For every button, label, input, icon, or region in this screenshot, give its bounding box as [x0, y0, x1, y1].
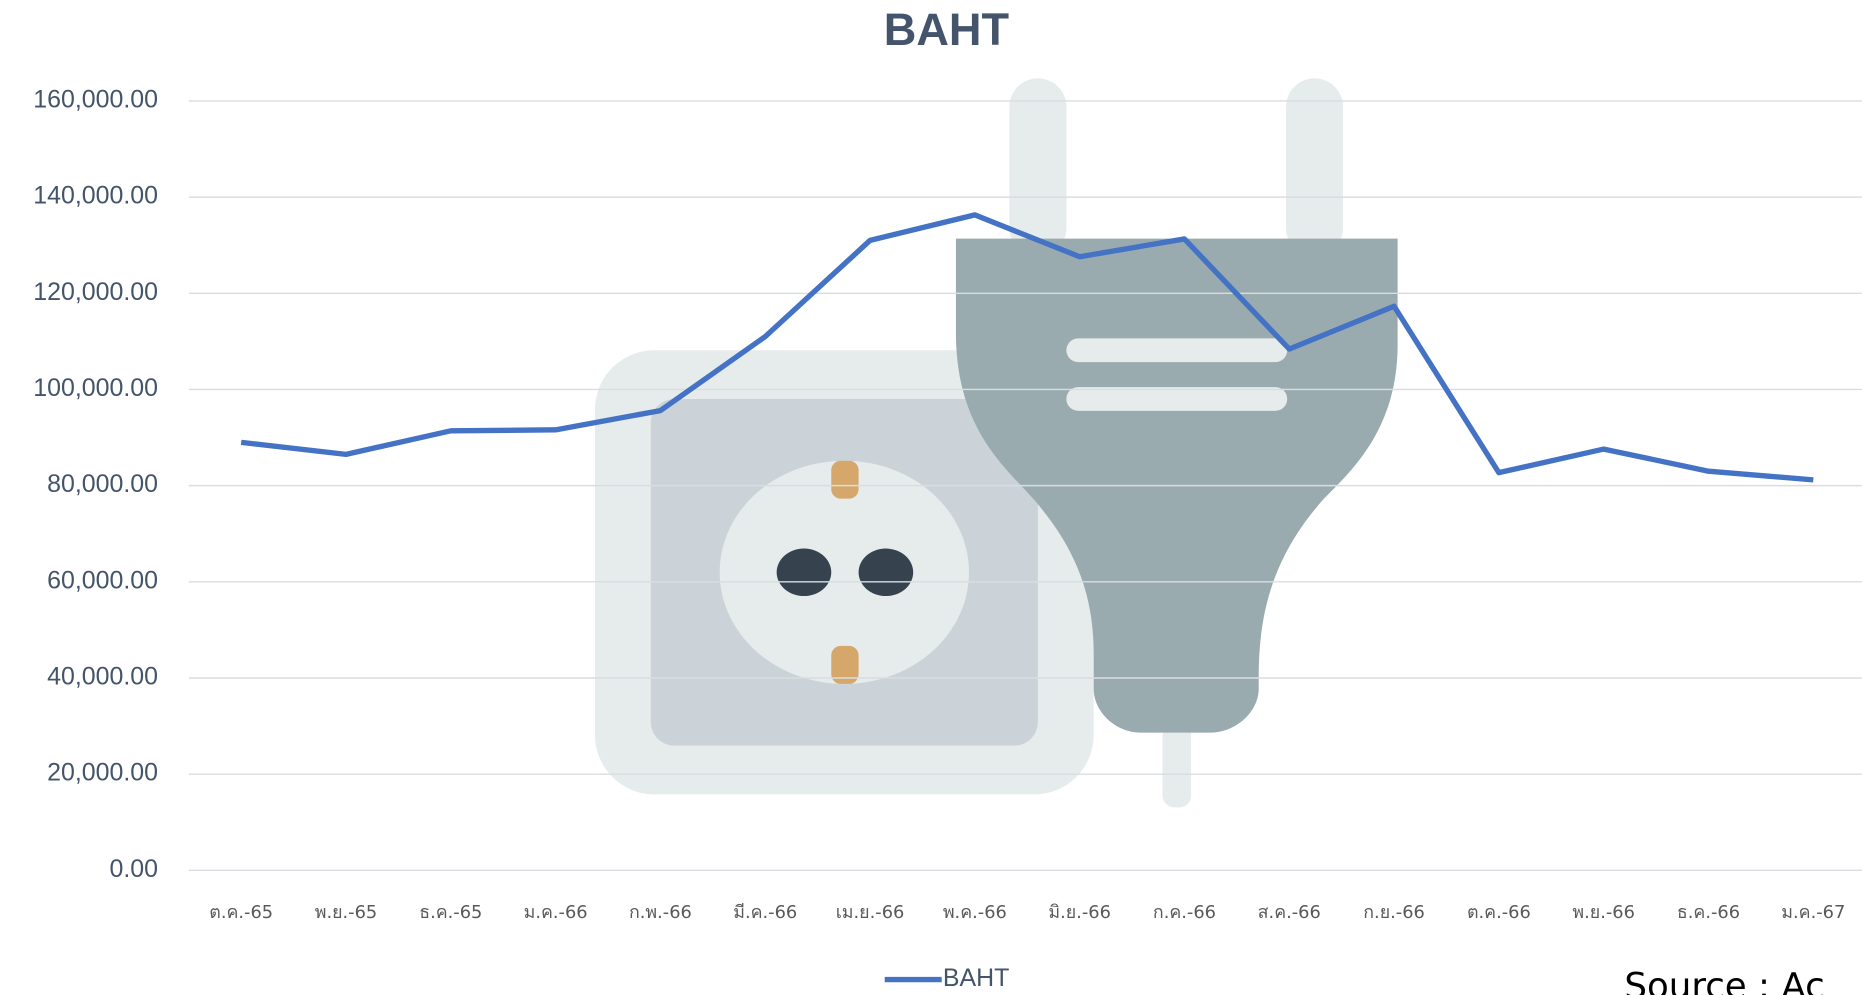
x-tick-label: ก.ย.-66 — [1363, 902, 1425, 923]
y-tick-label: 140,000.00 — [33, 182, 158, 210]
y-tick-label: 100,000.00 — [33, 374, 158, 402]
x-tick-label: ก.พ.-66 — [629, 902, 692, 923]
x-tick-label: ต.ค.-65 — [209, 902, 273, 923]
x-tick-label: ส.ค.-66 — [1258, 902, 1321, 923]
y-tick-label: 20,000.00 — [47, 759, 158, 787]
x-tick-label: ก.ค.-66 — [1153, 902, 1216, 923]
x-tick-label: มี.ค.-66 — [733, 902, 797, 923]
chart-title: BAHT — [884, 4, 1010, 55]
x-tick-label: พ.ย.-65 — [315, 902, 378, 923]
x-tick-label: มิ.ย.-66 — [1048, 902, 1111, 923]
y-tick-label: 0.00 — [110, 855, 159, 883]
y-tick-label: 160,000.00 — [33, 86, 158, 114]
x-tick-label: พ.ย.-66 — [1572, 902, 1635, 923]
y-tick-label: 40,000.00 — [47, 663, 158, 691]
y-tick-label: 80,000.00 — [47, 470, 158, 498]
page: {"chart_data": {"type": "line", "title":… — [0, 0, 1862, 995]
plug-illustration — [595, 78, 1398, 807]
y-tick-label: 120,000.00 — [33, 278, 158, 306]
y-tick-label: 60,000.00 — [47, 566, 158, 594]
x-tick-label: เม.ย.-66 — [836, 902, 905, 923]
x-tick-label: ต.ค.-66 — [1467, 902, 1531, 923]
x-tick-label: ธ.ค.-66 — [1677, 902, 1740, 923]
chart: BAHT Source : Ac 0.00 20,000.00 40,000.00 6… — [0, 0, 1862, 995]
source-note: Source : Ac — [1624, 966, 1824, 995]
legend-label: BAHT — [943, 964, 1009, 992]
x-tick-label: ม.ค.-67 — [1781, 902, 1845, 923]
x-tick-label: ธ.ค.-65 — [419, 902, 482, 923]
x-tick-label: พ.ค.-66 — [943, 902, 1007, 923]
x-tick-label: ม.ค.-66 — [524, 902, 588, 923]
